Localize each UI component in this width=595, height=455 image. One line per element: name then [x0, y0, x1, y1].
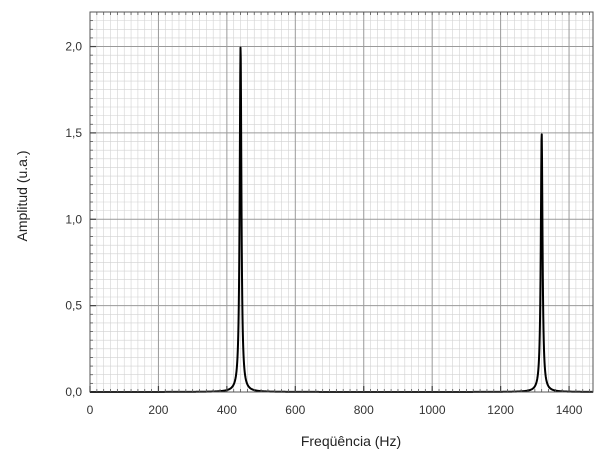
minor-grid	[90, 12, 593, 392]
y-tick-label: 1,5	[65, 126, 82, 140]
x-tick-label: 1400	[556, 403, 583, 417]
x-axis-title: Freqüência (Hz)	[301, 433, 401, 449]
ticks-layer	[89, 12, 590, 393]
y-axis-title: Amplitud (u.a.)	[14, 150, 30, 241]
x-tick-label: 800	[354, 403, 374, 417]
x-tick-label: 1200	[487, 403, 514, 417]
y-tick-label: 2,0	[65, 40, 82, 54]
x-tick-label: 1000	[419, 403, 446, 417]
x-tick-labels: 0 200 400 600 800 1000 1200 1400	[87, 403, 583, 417]
y-tick-labels: 0,0 0,5 1,0 1,5 2,0	[65, 40, 82, 399]
x-tick-label: 200	[148, 403, 168, 417]
y-tick-label: 0,5	[65, 299, 82, 313]
y-tick-label: 0,0	[65, 385, 82, 399]
y-tick-label: 1,0	[65, 212, 82, 226]
x-tick-label: 400	[217, 403, 237, 417]
x-tick-label: 0	[87, 403, 94, 417]
major-grid	[90, 12, 593, 392]
x-tick-label: 600	[285, 403, 305, 417]
plot-area	[89, 11, 594, 393]
